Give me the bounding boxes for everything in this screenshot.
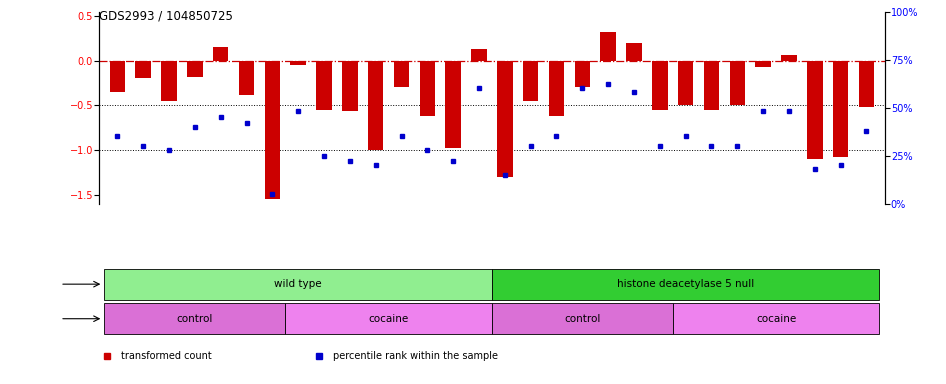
Bar: [135, 61, 151, 78]
Bar: [497, 61, 513, 177]
Bar: [187, 61, 202, 77]
Bar: [832, 61, 849, 157]
Bar: [755, 61, 771, 67]
Bar: [859, 61, 874, 107]
Bar: [286, 303, 492, 334]
Text: transformed count: transformed count: [121, 351, 212, 361]
Bar: [781, 55, 797, 61]
Text: cocaine: cocaine: [756, 314, 797, 324]
Bar: [213, 47, 229, 61]
Text: GDS2993 / 104850725: GDS2993 / 104850725: [99, 10, 234, 23]
Bar: [368, 61, 383, 150]
Bar: [678, 61, 693, 105]
Bar: [626, 43, 641, 61]
Bar: [492, 303, 673, 334]
Bar: [162, 61, 177, 101]
Bar: [110, 61, 125, 92]
Bar: [394, 61, 410, 88]
Bar: [574, 61, 590, 88]
Bar: [290, 61, 306, 65]
Bar: [729, 61, 745, 105]
Bar: [104, 303, 286, 334]
Text: control: control: [564, 314, 601, 324]
Bar: [265, 61, 280, 199]
Bar: [420, 61, 435, 116]
Bar: [342, 61, 358, 111]
Bar: [104, 269, 492, 300]
Bar: [446, 61, 461, 148]
Bar: [238, 61, 254, 94]
Bar: [549, 61, 564, 116]
Bar: [492, 269, 880, 300]
Bar: [652, 61, 668, 110]
Bar: [601, 32, 616, 61]
Text: histone deacetylase 5 null: histone deacetylase 5 null: [617, 279, 754, 289]
Bar: [704, 61, 719, 110]
Bar: [523, 61, 538, 101]
Text: cocaine: cocaine: [369, 314, 409, 324]
Text: control: control: [177, 314, 213, 324]
Bar: [316, 61, 332, 110]
Bar: [807, 61, 822, 159]
Bar: [471, 49, 487, 61]
Text: percentile rank within the sample: percentile rank within the sample: [333, 351, 499, 361]
Bar: [673, 303, 880, 334]
Text: wild type: wild type: [274, 279, 322, 289]
